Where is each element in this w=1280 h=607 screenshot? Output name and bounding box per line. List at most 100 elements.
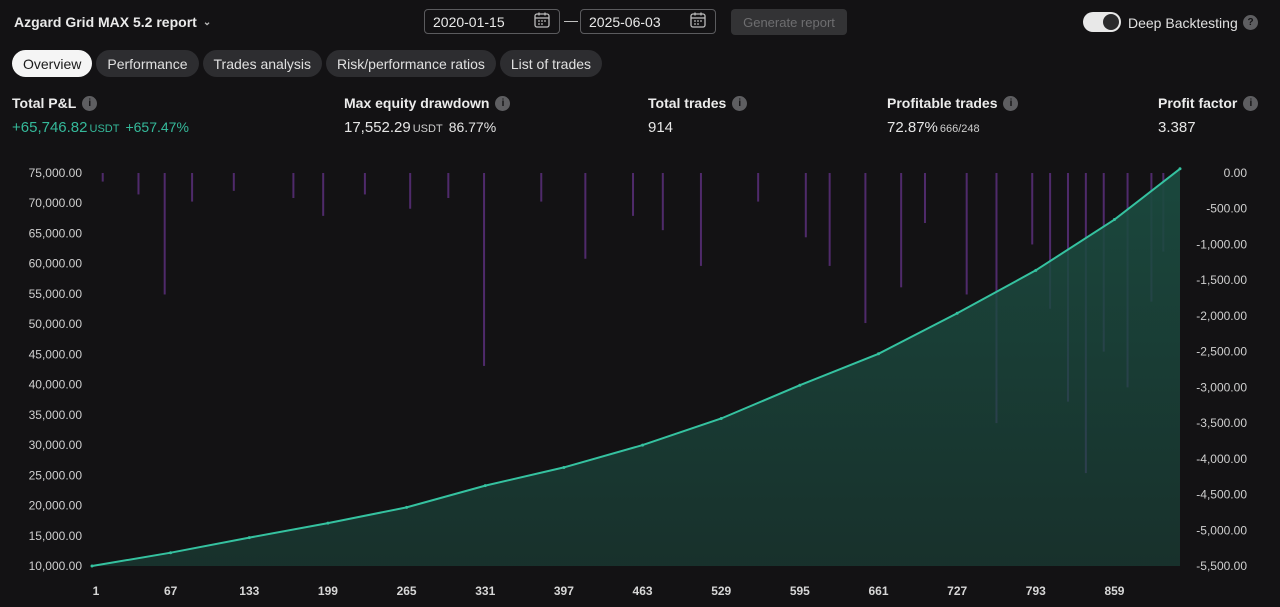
info-icon[interactable]: i (495, 95, 511, 111)
stat-profit-factor: Profit factor i 3.387 (1158, 95, 1259, 136)
y-tick-right: -3,500.00 (1196, 416, 1247, 430)
x-tick: 397 (554, 584, 574, 598)
equity-point (955, 311, 959, 315)
tab-performance[interactable]: Performance (96, 50, 199, 77)
equity-point (1034, 268, 1038, 272)
y-tick-left: 25,000.00 (29, 468, 83, 482)
equity-point (798, 383, 802, 387)
stat-value: 914 (648, 119, 674, 136)
date-from-value: 2020-01-15 (433, 13, 505, 30)
drawdown-bar (483, 173, 486, 366)
y-tick-left: 10,000.00 (29, 559, 83, 573)
date-separator: — (564, 12, 578, 28)
drawdown-bar (804, 173, 807, 238)
y-tick-left: 15,000.00 (29, 529, 83, 543)
calendar-icon[interactable] (533, 11, 551, 32)
y-tick-left: 40,000.00 (29, 378, 83, 392)
y-tick-right: -5,000.00 (1196, 523, 1247, 537)
equity-point (405, 505, 409, 509)
equity-point (169, 551, 173, 555)
stat-value: 3.387 (1158, 119, 1196, 136)
x-tick: 529 (711, 584, 731, 598)
equity-point (719, 416, 723, 420)
drawdown-bar (191, 173, 194, 202)
y-tick-left: 60,000.00 (29, 257, 83, 271)
report-tabs: Overview Performance Trades analysis Ris… (12, 50, 603, 77)
equity-point (641, 443, 645, 447)
generate-report-button[interactable]: Generate report (731, 9, 847, 35)
info-icon[interactable]: i (1003, 95, 1019, 111)
y-tick-left: 35,000.00 (29, 408, 83, 422)
report-title: Azgard Grid MAX 5.2 report (14, 14, 197, 30)
date-to-input[interactable]: 2025-06-03 (580, 9, 716, 34)
x-tick: 265 (397, 584, 417, 598)
drawdown-bar (828, 173, 831, 266)
help-icon[interactable]: ? (1243, 15, 1258, 30)
drawdown-bar (322, 173, 325, 216)
x-tick: 1 (93, 584, 100, 598)
drawdown-bar (965, 173, 968, 295)
stat-value: +65,746.82 (12, 119, 88, 136)
drawdown-bar (632, 173, 635, 216)
chevron-down-icon: ⌄ (202, 16, 212, 28)
y-tick-right: -4,000.00 (1196, 452, 1247, 466)
x-tick: 199 (318, 584, 338, 598)
x-tick: 67 (164, 584, 178, 598)
equity-chart[interactable]: 75,000.00 70,000.00 65,000.00 60,000.00 55,0… (0, 160, 1280, 607)
y-tick-left: 55,000.00 (29, 287, 83, 301)
stat-label: Max equity drawdown (344, 95, 490, 111)
date-from-input[interactable]: 2020-01-15 (424, 9, 560, 34)
equity-point (562, 465, 566, 469)
x-tick: 595 (790, 584, 810, 598)
report-title-dropdown[interactable]: Azgard Grid MAX 5.2 report ⌄ (14, 14, 211, 30)
drawdown-bar (900, 173, 903, 288)
stat-ratio: 666/248 (939, 123, 980, 135)
y-tick-left: 70,000.00 (29, 196, 83, 210)
x-tick: 133 (239, 584, 259, 598)
deep-backtesting-toggle[interactable] (1083, 12, 1121, 32)
tab-risk-performance-ratios[interactable]: Risk/performance ratios (326, 50, 496, 77)
equity-point (483, 484, 487, 488)
info-icon[interactable]: i (82, 95, 98, 111)
drawdown-bar (447, 173, 450, 199)
y-tick-right: -4,500.00 (1196, 488, 1247, 502)
x-tick: 859 (1104, 584, 1124, 598)
drawdown-bar (584, 173, 587, 259)
equity-point (326, 521, 330, 525)
drawdown-bar (661, 173, 664, 231)
x-tick: 793 (1026, 584, 1046, 598)
y-tick-right: -3,000.00 (1196, 380, 1247, 394)
drawdown-bar (163, 173, 166, 295)
tab-trades-analysis[interactable]: Trades analysis (202, 50, 323, 77)
stat-unit: USDT (89, 123, 120, 135)
calendar-icon[interactable] (689, 11, 707, 32)
y-tick-left: 75,000.00 (29, 166, 83, 180)
drawdown-bar (1049, 173, 1052, 309)
top-bar: Azgard Grid MAX 5.2 report ⌄ 2020-01-15 … (0, 0, 1280, 46)
deep-backtesting-label: Deep Backtesting (1128, 15, 1238, 31)
y-tick-left: 65,000.00 (29, 226, 83, 240)
drawdown-bar (363, 173, 366, 195)
y-tick-right: -2,000.00 (1196, 309, 1247, 323)
y-tick-right: -1,000.00 (1196, 237, 1247, 251)
y-tick-right: -1,500.00 (1196, 273, 1247, 287)
info-icon[interactable]: i (732, 95, 748, 111)
tab-list-of-trades[interactable]: List of trades (499, 50, 603, 77)
drawdown-bar (101, 173, 104, 182)
stat-profitable-trades: Profitable trades i 72.87% 666/248 (887, 95, 1019, 136)
drawdown-bar (137, 173, 140, 195)
info-icon[interactable]: i (1243, 95, 1259, 111)
drawdown-bar (232, 173, 235, 191)
stat-label: Profitable trades (887, 95, 998, 111)
tab-overview[interactable]: Overview (12, 50, 93, 77)
x-tick: 727 (947, 584, 967, 598)
y-tick-right: -2,500.00 (1196, 345, 1247, 359)
stat-percent: 86.77% (448, 119, 497, 135)
drawdown-bar (699, 173, 702, 266)
y-tick-left: 45,000.00 (29, 347, 83, 361)
equity-area (92, 168, 1180, 567)
equity-point (877, 352, 881, 356)
y-tick-left: 30,000.00 (29, 438, 83, 452)
toggle-knob (1103, 14, 1119, 30)
drawdown-bar (540, 173, 543, 202)
